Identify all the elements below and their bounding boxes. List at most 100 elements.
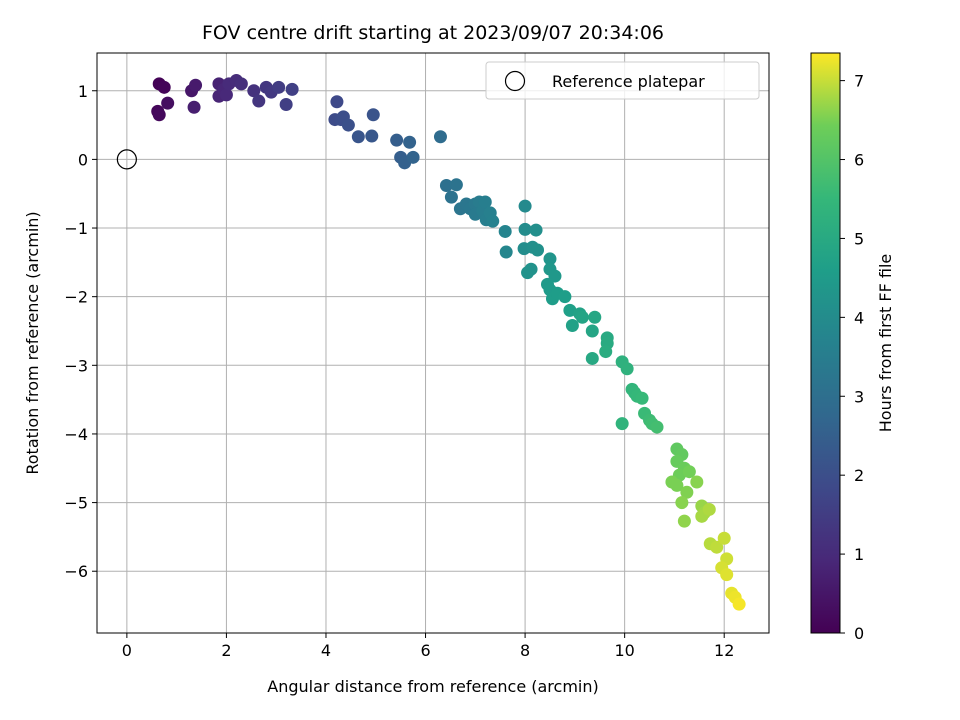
colorbar-tick-label: 1 — [854, 545, 864, 564]
data-point — [670, 478, 684, 492]
data-point — [330, 95, 344, 109]
data-point — [439, 178, 453, 192]
data-point — [620, 362, 634, 376]
chart-title: FOV centre drift starting at 2023/09/07 … — [202, 22, 664, 44]
x-tick-label: 8 — [520, 641, 530, 660]
data-point — [252, 94, 266, 108]
data-point — [433, 130, 447, 144]
colorbar-tick-label: 3 — [854, 387, 864, 406]
data-point — [247, 84, 261, 98]
y-tick-label: 0 — [78, 150, 88, 169]
data-point — [390, 133, 404, 147]
data-point — [157, 80, 171, 94]
data-point — [486, 214, 500, 228]
colorbar-tick-label: 7 — [854, 72, 864, 91]
x-axis-ticks: 0 2 4 6 8 10 12 — [122, 633, 734, 660]
data-point — [219, 88, 233, 102]
x-tick-label: 10 — [614, 641, 634, 660]
grid-lines — [97, 53, 769, 633]
data-point — [677, 514, 691, 528]
colorbar-tick-label: 4 — [854, 308, 864, 327]
y-tick-label: −1 — [64, 219, 88, 238]
data-point — [187, 100, 201, 114]
x-tick-label: 12 — [714, 641, 734, 660]
colorbar-tick-label: 6 — [854, 151, 864, 170]
y-tick-label: −3 — [64, 356, 88, 375]
data-point — [531, 243, 545, 257]
legend-marker — [504, 70, 526, 92]
data-point — [365, 129, 379, 143]
data-point — [285, 82, 299, 96]
data-point — [588, 310, 602, 324]
y-tick-label: −4 — [64, 425, 88, 444]
colorbar-tick-label: 5 — [854, 229, 864, 248]
data-point — [650, 420, 664, 434]
x-tick-label: 0 — [122, 641, 132, 660]
data-point — [524, 262, 538, 276]
data-point — [575, 310, 589, 324]
colorbar: 0 1 2 3 4 5 6 7 Hours from first FF file — [810, 52, 895, 643]
data-point — [682, 465, 696, 479]
plot-frame — [96, 52, 770, 634]
data-point — [351, 130, 365, 144]
x-tick-label: 2 — [221, 641, 231, 660]
data-point — [518, 199, 532, 213]
data-point — [675, 496, 689, 510]
data-point — [498, 224, 512, 238]
y-tick-label: −6 — [64, 562, 88, 581]
colorbar-label: Hours from first FF file — [876, 254, 895, 433]
data-point — [189, 78, 203, 92]
plot-area — [97, 53, 769, 633]
reference-marker — [116, 149, 137, 170]
x-axis-label: Angular distance from reference (arcmin) — [267, 677, 598, 696]
data-point — [690, 475, 704, 489]
data-point — [717, 531, 731, 545]
data-point — [710, 540, 724, 554]
data-point — [234, 77, 248, 91]
data-point — [152, 108, 166, 122]
y-axis-label: Rotation from reference (arcmin) — [23, 211, 42, 474]
y-axis-ticks: 1 0 −1 −2 −3 −4 −5 −6 — [64, 82, 97, 581]
legend: Reference platepar — [485, 61, 760, 100]
data-point — [366, 108, 380, 122]
data-point — [702, 502, 716, 516]
reference-layer — [116, 149, 137, 170]
colorbar-gradient — [810, 52, 841, 634]
data-point — [599, 345, 613, 359]
x-tick-label: 6 — [420, 641, 430, 660]
data-point — [720, 568, 734, 582]
y-tick-label: −2 — [64, 288, 88, 307]
legend-label: Reference platepar — [552, 72, 705, 91]
data-point — [680, 485, 694, 499]
data-point — [478, 195, 492, 209]
data-point — [341, 118, 355, 132]
colorbar-ticks: 0 1 2 3 4 5 6 7 — [840, 72, 864, 643]
data-point — [444, 190, 458, 204]
colorbar-tick-label: 2 — [854, 466, 864, 485]
data-point — [543, 252, 557, 266]
data-point — [585, 324, 599, 338]
y-tick-label: 1 — [78, 82, 88, 101]
data-point — [499, 245, 513, 259]
data-point — [518, 222, 532, 236]
x-tick-label: 4 — [321, 641, 331, 660]
y-tick-label: −5 — [64, 494, 88, 513]
data-point — [529, 223, 543, 237]
data-point — [615, 417, 629, 431]
data-point — [565, 318, 579, 332]
legend-box — [485, 61, 760, 100]
data-point — [635, 391, 649, 405]
data-point — [563, 303, 577, 317]
data-point — [548, 269, 562, 283]
data-point — [403, 135, 417, 149]
data-point — [161, 96, 175, 110]
colorbar-tick-label: 0 — [854, 624, 864, 643]
data-point — [585, 351, 599, 365]
data-point — [406, 150, 420, 164]
data-point — [272, 80, 286, 94]
data-point — [279, 97, 293, 111]
data-point — [449, 178, 463, 192]
data-point — [558, 290, 572, 304]
data-point — [732, 597, 746, 611]
